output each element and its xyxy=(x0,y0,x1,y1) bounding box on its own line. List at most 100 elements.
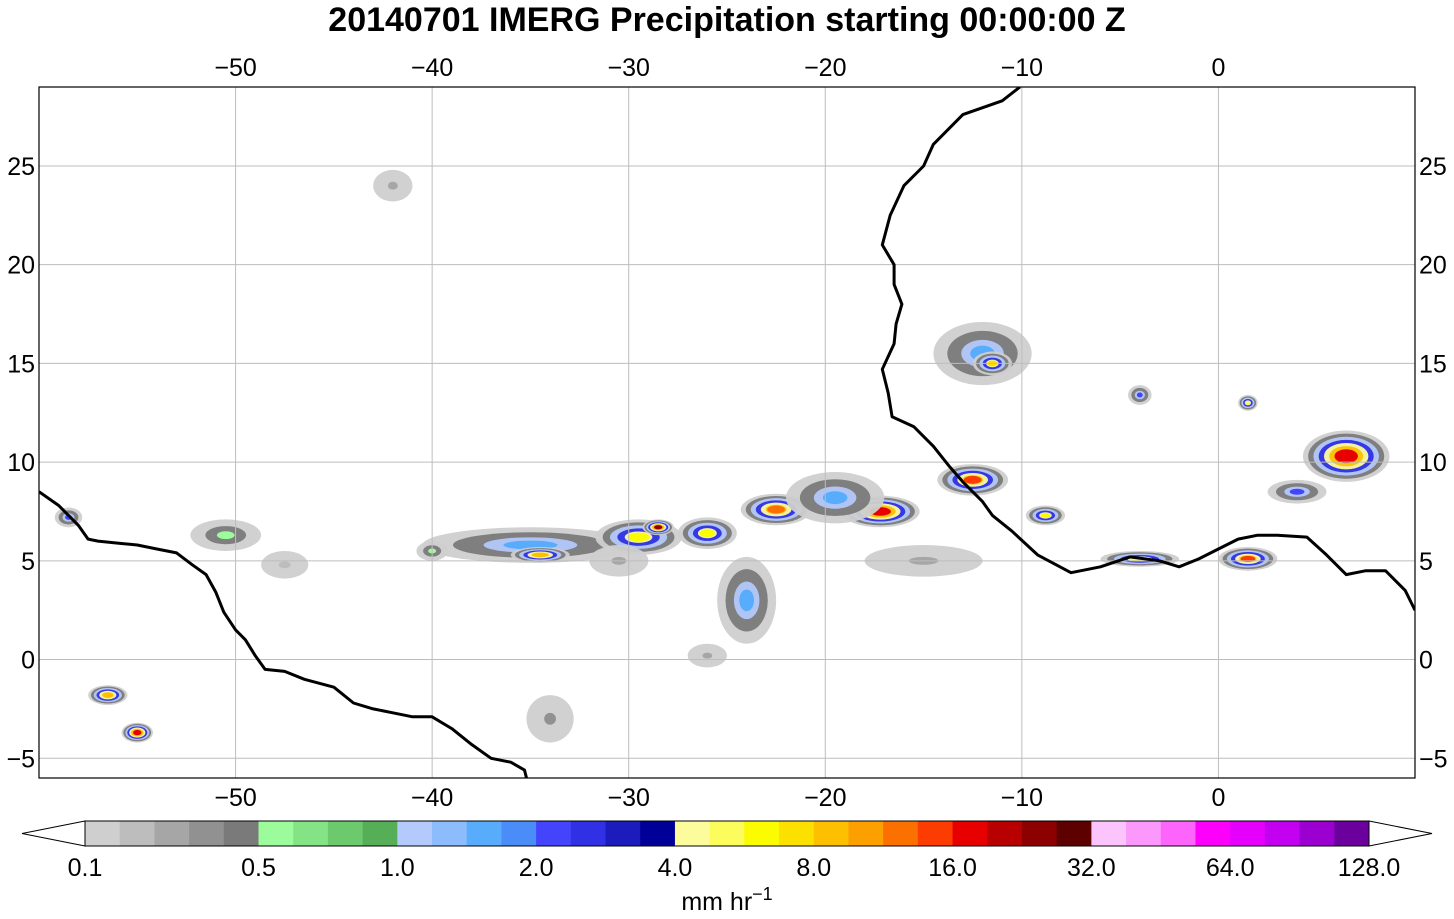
lat-tick-label-right: 5 xyxy=(1419,548,1433,576)
precip-cell xyxy=(687,643,727,668)
precip-core xyxy=(1245,400,1251,405)
colorbar-swatch xyxy=(883,821,919,846)
precip-cell xyxy=(1218,547,1278,571)
precip-cell xyxy=(373,169,413,202)
precip-cell xyxy=(785,471,885,524)
precip-core xyxy=(963,475,982,484)
precip-core xyxy=(133,730,142,736)
lat-tick-label-left: 20 xyxy=(7,252,35,280)
precip-cell xyxy=(595,519,682,555)
colorbar-swatch xyxy=(85,821,121,846)
lat-tick-label-right: 15 xyxy=(1419,350,1447,378)
colorbar-swatch xyxy=(536,821,572,846)
lon-tick-label-bottom: −20 xyxy=(804,784,846,812)
colorbar-label: 0.5 xyxy=(241,854,276,882)
precip-core xyxy=(1040,512,1051,518)
colorbar-swatch xyxy=(119,821,155,846)
colorbar-units: mm hr−1 xyxy=(681,884,772,916)
precip-cell xyxy=(1238,394,1258,411)
precip-core xyxy=(387,181,398,190)
lon-tick-label-bottom: −40 xyxy=(411,784,453,812)
page-title: 20140701 IMERG Precipitation starting 00… xyxy=(328,1,1126,39)
colorbar-label: 4.0 xyxy=(658,854,693,882)
colorbar-swatch xyxy=(1334,821,1370,846)
precip-cell xyxy=(1267,479,1327,504)
colorbar-swatch xyxy=(223,821,260,846)
lat-tick-label-left: 10 xyxy=(7,449,35,477)
precip-cell xyxy=(422,527,639,563)
colorbar-swatch xyxy=(605,821,641,846)
lat-tick-label-right: 10 xyxy=(1419,449,1447,477)
colorbar-swatch xyxy=(466,821,502,846)
precip-core xyxy=(739,589,755,612)
precip-cell xyxy=(261,550,309,579)
coastline-africa_west xyxy=(880,87,1415,611)
colorbar-low-arrow xyxy=(21,820,86,847)
colorbar-swatch xyxy=(1195,821,1231,846)
colorbar-swatch xyxy=(1230,821,1266,846)
gridlines xyxy=(39,87,1415,778)
colorbar: 0.1 0.5 1.0 2.0 4.0 8.0 16.0 32.0 64.0 128.0 mm hr… xyxy=(21,820,1433,916)
colorbar-swatch xyxy=(848,821,884,846)
colorbar-swatch xyxy=(1021,821,1058,846)
lon-tick-label-bottom: 0 xyxy=(1211,784,1225,812)
lon-tick-label-top: −30 xyxy=(608,54,650,82)
precip-cell xyxy=(677,517,737,549)
lat-tick-label-right: 25 xyxy=(1419,153,1447,181)
lon-tick-label-top: 0 xyxy=(1211,54,1225,82)
colorbar-swatch xyxy=(1264,821,1301,846)
lat-tick-label-right: 0 xyxy=(1419,647,1433,675)
precip-core xyxy=(532,552,548,557)
colorbar-label: 2.0 xyxy=(519,854,554,882)
precip-core xyxy=(1289,488,1305,495)
colorbar-swatch xyxy=(501,821,537,846)
precip-core xyxy=(278,561,291,569)
colorbar-swatch xyxy=(432,821,468,846)
colorbar-swatch xyxy=(1299,821,1335,846)
precip-core xyxy=(767,505,785,514)
colorbar-swatch xyxy=(397,821,433,846)
colorbar-swatch xyxy=(640,821,676,846)
precip-cell xyxy=(121,722,154,743)
colorbar-swatch xyxy=(258,821,294,846)
precipitation-field xyxy=(54,169,1390,743)
colorbar-swatch xyxy=(362,821,398,846)
lon-tick-label-top: −10 xyxy=(1001,54,1043,82)
precip-core xyxy=(699,529,715,538)
precip-core xyxy=(1136,392,1143,398)
coastline-south_america_north xyxy=(39,490,528,778)
colorbar-swatch xyxy=(1126,821,1162,846)
lat-tick-label-right: −5 xyxy=(1419,745,1448,773)
colorbar-swatch xyxy=(154,821,190,846)
precip-cell xyxy=(1302,430,1390,482)
lat-tick-label-left: −5 xyxy=(6,745,35,773)
colorbar-swatch xyxy=(570,821,607,846)
colorbar-swatch xyxy=(1091,821,1127,846)
precip-core xyxy=(627,532,650,542)
lon-tick-label-top: −40 xyxy=(411,54,453,82)
precip-cell xyxy=(642,519,674,536)
precip-core xyxy=(822,491,848,505)
lon-tick-label-top: −20 xyxy=(804,54,846,82)
precip-core xyxy=(544,712,556,725)
colorbar-label: 1.0 xyxy=(380,854,415,882)
lat-tick-label-right: 20 xyxy=(1419,252,1447,280)
colorbar-swatch xyxy=(779,821,815,846)
precip-cell xyxy=(1025,505,1066,526)
colorbar-swatch xyxy=(1160,821,1196,846)
precip-cell xyxy=(510,547,570,563)
colorbar-label: 0.1 xyxy=(68,854,103,882)
colorbar-swatch xyxy=(917,821,954,846)
colorbar-label: 8.0 xyxy=(796,854,831,882)
lon-tick-label-top: −50 xyxy=(214,54,256,82)
precip-cell xyxy=(88,685,128,705)
colorbar-units-exponent: −1 xyxy=(752,884,773,904)
precip-core xyxy=(702,652,713,659)
colorbar-swatch xyxy=(674,821,711,846)
colorbar-label: 128.0 xyxy=(1338,854,1401,882)
colorbar-label: 64.0 xyxy=(1206,854,1255,882)
colorbar-swatch xyxy=(952,821,988,846)
lat-tick-label-left: 5 xyxy=(21,548,35,576)
